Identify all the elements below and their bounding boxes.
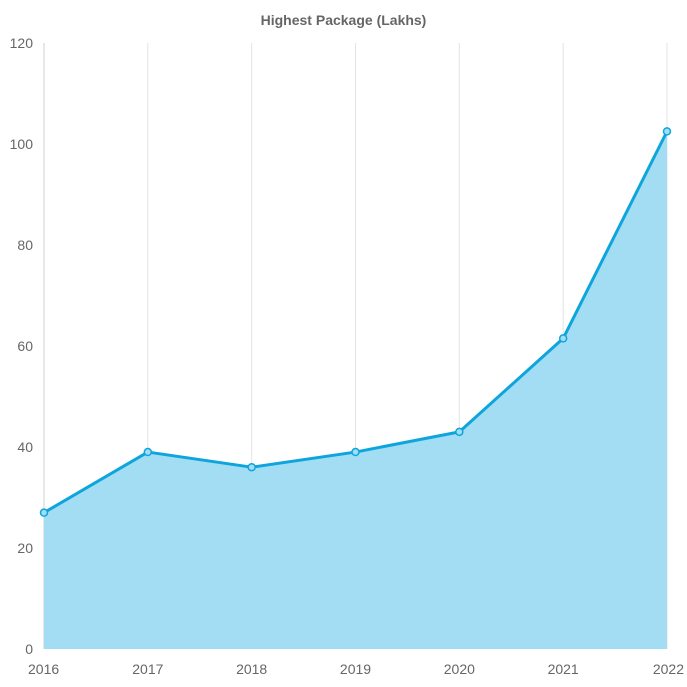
data-point-2019[interactable] [351,447,360,457]
data-point-2021[interactable] [558,334,568,343]
y-tick-label: 60 [17,338,33,354]
data-point-2017[interactable] [143,447,153,457]
y-tick-label: 100 [10,136,34,152]
x-tick-label: 2017 [132,661,163,677]
x-tick-label: 2018 [236,661,267,677]
y-tick-label: 0 [25,641,33,657]
data-point-2020[interactable] [455,427,464,437]
series-area [44,131,667,649]
y-tick-label: 40 [17,439,33,455]
data-point-2016[interactable] [39,508,49,517]
chart-title: Highest Package (Lakhs) [261,12,427,28]
y-tick-label: 80 [17,237,33,253]
data-point-2018[interactable] [247,462,256,472]
area-layer [44,131,667,649]
y-tick-label: 120 [10,35,34,51]
x-tick-label: 2020 [444,661,475,677]
x-tick-label: 2022 [653,661,684,677]
x-tick-label: 2021 [548,661,579,677]
x-axis-ticks: 2016 2017 2018 2019 2020 2021 2022 [28,661,684,677]
x-tick-label: 2016 [28,661,59,677]
y-tick-label: 20 [17,540,33,556]
point-layer [39,127,672,517]
y-axis-ticks: 0 20 40 60 80 100 120 [10,35,34,657]
x-tick-label: 2019 [340,661,371,677]
data-point-2022[interactable] [662,127,672,136]
